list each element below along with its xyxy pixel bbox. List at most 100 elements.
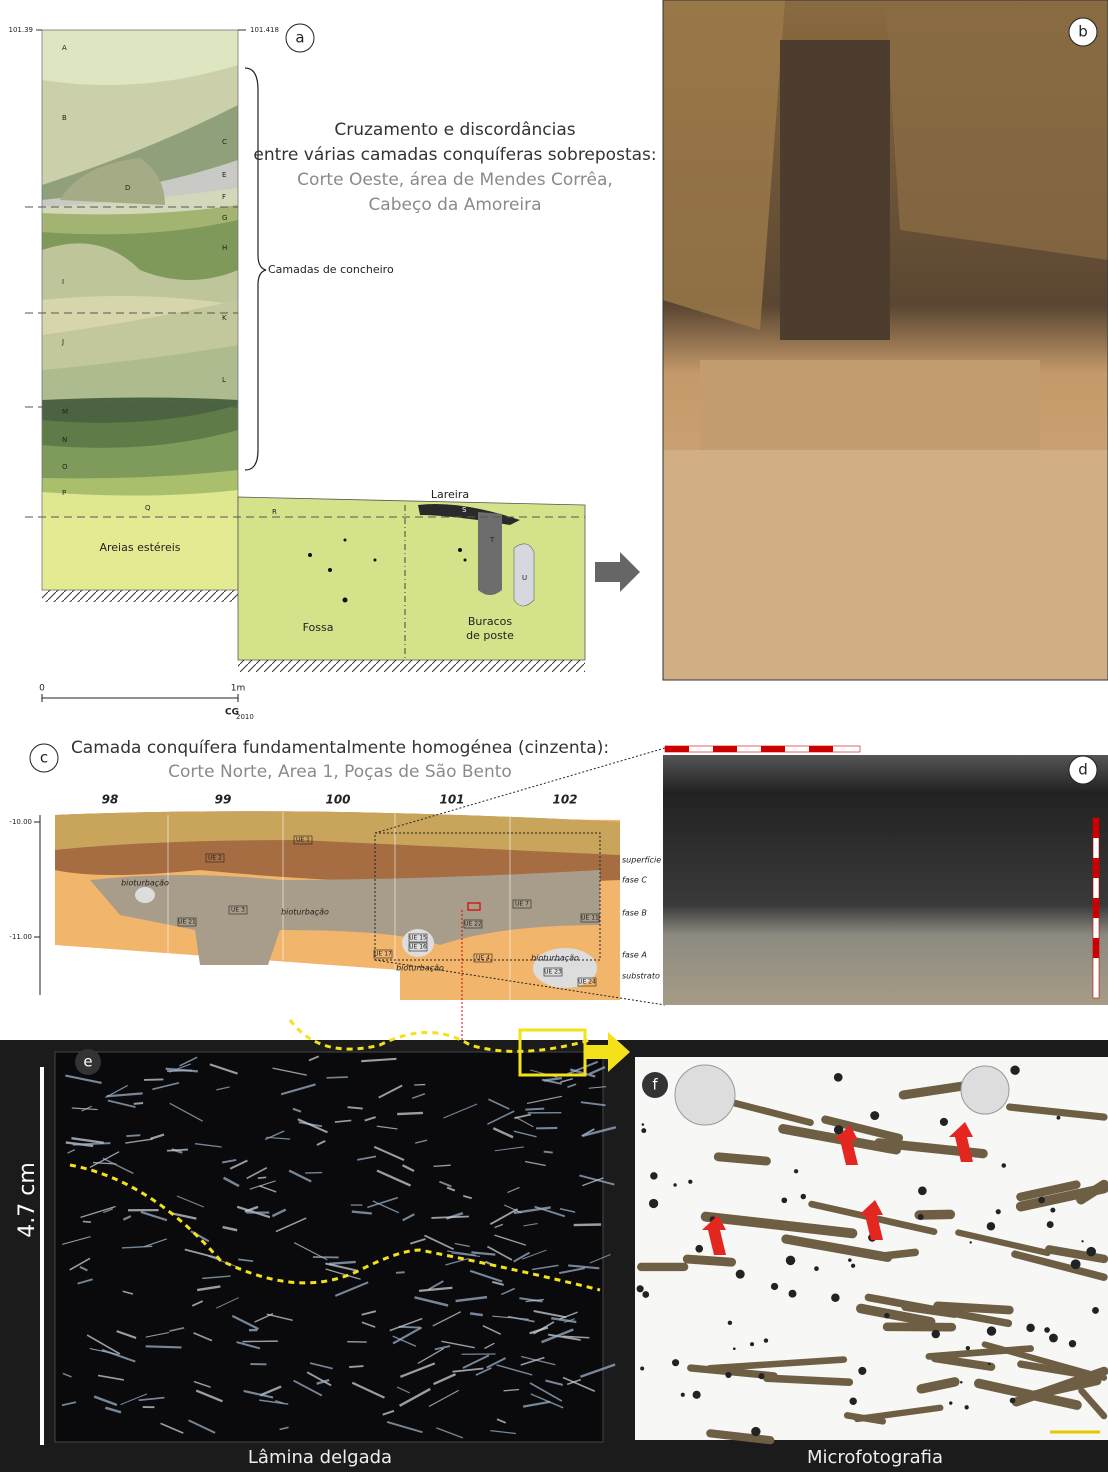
layer-label: O — [62, 463, 68, 471]
zoom-box — [374, 832, 601, 961]
grain — [650, 1172, 658, 1180]
rod — [955, 1229, 1051, 1257]
grain — [770, 1282, 779, 1291]
rod — [930, 1354, 996, 1371]
shape — [809, 746, 833, 752]
sliver — [402, 1213, 415, 1222]
sliver — [507, 1186, 520, 1194]
grain — [1086, 1246, 1096, 1257]
grain — [1009, 1397, 1016, 1404]
sliver — [396, 1386, 411, 1394]
sliver — [279, 1426, 289, 1431]
sliver — [560, 1077, 574, 1083]
sliver — [120, 1393, 148, 1406]
grain — [833, 1072, 843, 1082]
sliver — [242, 1340, 278, 1343]
caption: Microfotografia — [807, 1447, 943, 1468]
sliver — [501, 1287, 515, 1296]
layer-shape — [42, 517, 238, 590]
sliver — [551, 1317, 577, 1324]
panel-label: b — [1078, 23, 1088, 41]
sliver — [264, 1130, 285, 1141]
shape — [342, 597, 348, 603]
sliver — [259, 1185, 277, 1193]
unit-label: UE 15 — [409, 935, 427, 942]
scale-label: 4.7 cm — [15, 1162, 40, 1238]
layer-label: F — [222, 193, 226, 201]
sliver — [582, 1177, 604, 1187]
sliver — [169, 1327, 185, 1332]
caption: Lâmina delgada — [248, 1447, 392, 1468]
sliver — [216, 1086, 230, 1091]
grain — [1010, 1065, 1020, 1075]
grain — [1068, 1340, 1077, 1348]
sliver — [266, 1313, 293, 1322]
sliver — [216, 1297, 240, 1309]
sliver — [79, 1265, 88, 1272]
ruler — [1092, 817, 1100, 999]
scale-label: 1m — [231, 684, 246, 694]
grain — [1050, 1207, 1056, 1213]
sliver — [209, 1063, 238, 1075]
shape — [343, 538, 347, 542]
shape — [308, 553, 312, 557]
sliver — [559, 1311, 578, 1320]
pit-marks — [308, 538, 467, 603]
unit-box — [408, 933, 428, 943]
sliver — [364, 1116, 376, 1122]
rod — [762, 1374, 854, 1386]
phase-label: substrato — [622, 972, 660, 981]
rod — [1006, 1103, 1108, 1121]
rod — [1011, 1250, 1108, 1281]
rod — [901, 1303, 959, 1318]
sliver — [122, 1215, 132, 1221]
sands-label: Areias estéreis — [99, 541, 180, 554]
sliver — [152, 1081, 180, 1091]
sliver — [543, 1150, 553, 1154]
grain — [1001, 1163, 1007, 1168]
sliver — [547, 1333, 581, 1341]
sliver — [488, 1098, 510, 1110]
sliver — [266, 1136, 291, 1140]
sliver — [249, 1180, 276, 1190]
layer-label: J — [61, 338, 64, 346]
sliver — [484, 1342, 495, 1350]
sliver — [222, 1176, 240, 1188]
sliver — [71, 1107, 98, 1111]
hearth-label: Lareira — [431, 488, 469, 501]
bioturbation-label: bioturbação — [396, 964, 444, 973]
depth-label: -11.00 — [9, 933, 32, 941]
sliver — [515, 1116, 534, 1128]
bioturbation-label: bioturbação — [121, 879, 169, 888]
pit-label: Fossa — [303, 621, 334, 634]
red-arrows — [702, 1122, 973, 1255]
sliver — [415, 1139, 428, 1144]
sliver — [513, 1251, 531, 1263]
unit-label: UE 17 — [374, 951, 392, 958]
sliver — [259, 1399, 289, 1405]
sliver — [65, 1074, 102, 1085]
grain — [695, 1244, 704, 1253]
sliver — [563, 1318, 576, 1323]
unit-box — [177, 917, 197, 927]
sliver — [257, 1176, 267, 1180]
sliver — [168, 1063, 192, 1073]
photo-steps — [780, 40, 890, 340]
grid — [167, 812, 511, 1000]
sliver — [309, 1362, 333, 1370]
sliver — [418, 1286, 453, 1293]
photo-floor — [663, 450, 1108, 680]
rod — [933, 1301, 1014, 1315]
sliver — [334, 1119, 352, 1123]
sliver — [522, 1400, 551, 1408]
sliver — [582, 1126, 617, 1138]
rod — [1044, 1245, 1108, 1264]
bracket-label: Camadas de concheiro — [268, 263, 394, 276]
sliver — [293, 1379, 323, 1397]
sliver — [520, 1355, 556, 1366]
grain — [1046, 1221, 1054, 1229]
sliver — [494, 1146, 524, 1152]
phase-label: superfície — [622, 856, 661, 865]
sliver — [520, 1356, 545, 1366]
sliver — [588, 1066, 606, 1076]
